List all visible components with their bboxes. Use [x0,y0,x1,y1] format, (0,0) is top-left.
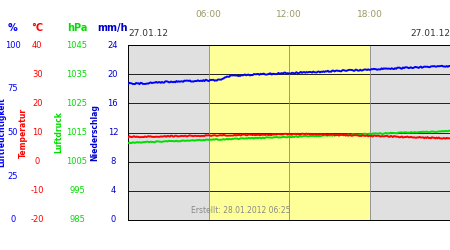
Text: 12:00: 12:00 [276,10,302,19]
Text: 20: 20 [32,99,42,108]
Text: 25: 25 [8,172,18,181]
Text: 16: 16 [108,99,118,108]
Text: 0: 0 [35,157,40,166]
Text: 27.01.12: 27.01.12 [410,29,450,38]
Text: mm/h: mm/h [98,22,128,32]
Text: 985: 985 [69,216,85,224]
Text: %: % [8,22,18,32]
Text: 8: 8 [110,157,116,166]
Text: 0: 0 [10,216,15,224]
Text: 24: 24 [108,40,118,50]
Text: -10: -10 [31,186,44,195]
Text: Luftdruck: Luftdruck [54,112,63,154]
Text: 4: 4 [110,186,116,195]
Text: 0: 0 [110,216,116,224]
Text: 1025: 1025 [67,99,87,108]
Text: °C: °C [31,22,43,32]
Text: 1005: 1005 [67,157,87,166]
Text: 1035: 1035 [67,70,87,79]
Text: Erstellt: 28.01.2012 06:25: Erstellt: 28.01.2012 06:25 [191,206,291,215]
Text: 1045: 1045 [67,40,87,50]
Text: Luftfeuchtigkeit: Luftfeuchtigkeit [0,98,6,168]
Text: 100: 100 [5,40,21,50]
Text: -20: -20 [31,216,44,224]
Text: Temperatur: Temperatur [18,108,27,158]
Text: 18:00: 18:00 [356,10,382,19]
Text: 27.01.12: 27.01.12 [128,29,168,38]
Text: hPa: hPa [67,22,87,32]
Text: 40: 40 [32,40,42,50]
Text: 995: 995 [69,186,85,195]
Bar [209,45,369,220]
Text: Niederschlag: Niederschlag [90,104,99,161]
Bar [128,45,209,220]
Text: 20: 20 [108,70,118,79]
Text: 50: 50 [8,128,18,137]
Bar [369,45,450,220]
Text: 10: 10 [32,128,42,137]
Text: 12: 12 [108,128,118,137]
Text: 06:00: 06:00 [196,10,221,19]
Text: 30: 30 [32,70,42,79]
Text: 75: 75 [8,84,18,93]
Text: 1015: 1015 [67,128,87,137]
